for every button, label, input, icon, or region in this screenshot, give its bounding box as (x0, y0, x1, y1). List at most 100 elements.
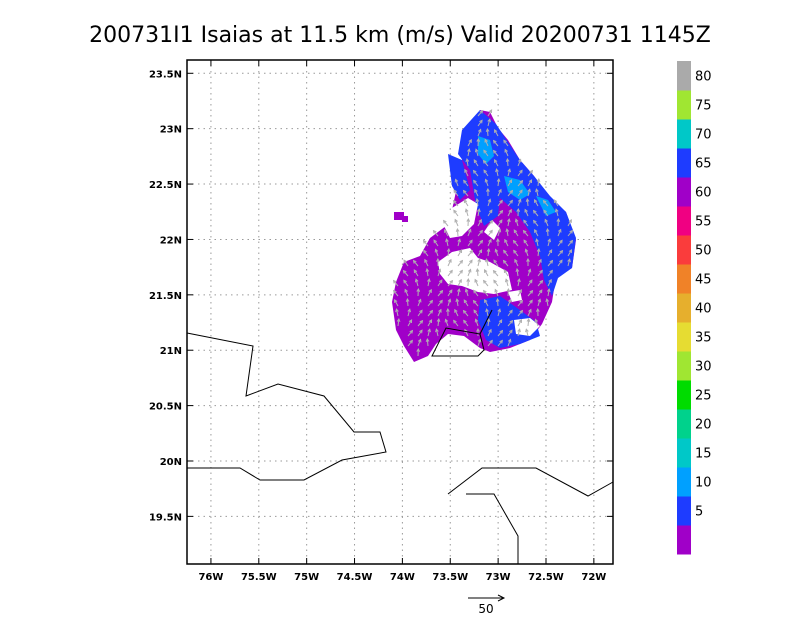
wind-arrow-head (448, 289, 453, 294)
wind-arrow-head (432, 229, 437, 234)
wind-arrow-head (526, 317, 531, 322)
wind-arrow (463, 190, 469, 197)
wind-arrow-head (498, 319, 503, 324)
wind-arrow (465, 209, 469, 217)
wind-arrow (427, 319, 432, 327)
wind-arrow (477, 230, 483, 237)
wind-arrow (497, 200, 503, 207)
wind-arrow-head (473, 159, 478, 164)
colorbar-label: 20 (695, 418, 712, 433)
wind-arrow (503, 269, 509, 277)
wind-arrow (507, 190, 513, 197)
wind-arrow-head (544, 218, 548, 223)
wind-arrow (474, 279, 479, 287)
figure-title: 200731I1 Isaias at 11.5 km (m/s) Valid 2… (89, 23, 711, 48)
wind-arrow (466, 159, 469, 167)
wind-arrow-head (539, 279, 544, 284)
wind-arrow-head (525, 328, 529, 333)
wind-arrow-head (438, 279, 443, 284)
wind-arrow-head (519, 169, 523, 174)
wind-arrow (517, 159, 522, 167)
wind-arrow (464, 169, 469, 177)
wind-arrow (473, 170, 479, 177)
wind-arrow (437, 309, 442, 317)
wind-arrow-head (494, 288, 498, 293)
wind-arrow-head (467, 228, 472, 233)
wind-arrow-head (543, 209, 547, 214)
wind-arrow-head (427, 278, 431, 283)
wind-arrow-head (446, 307, 450, 312)
wind-arrow (497, 210, 503, 217)
wind-arrow (534, 229, 539, 237)
wind-arrow (527, 189, 531, 197)
wind-arrow-head (545, 227, 550, 232)
wind-arrow-head (458, 278, 462, 283)
wind-arrow-head (509, 319, 514, 324)
lat-tick-label: 21N (160, 346, 182, 357)
colorbar-segment (677, 438, 691, 468)
wind-arrow-head (456, 288, 461, 293)
colorbar-segment (677, 119, 691, 149)
wind-arrow-head (414, 278, 419, 283)
wind-arrow (497, 219, 503, 227)
wind-arrow (567, 230, 573, 237)
wind-arrow (546, 228, 549, 237)
wind-arrow-head (535, 307, 540, 312)
wind-arrow-head (509, 329, 513, 334)
lon-tick-label: 73W (486, 572, 511, 583)
wind-arrow-head (473, 309, 477, 314)
wind-arrow (483, 150, 489, 157)
colorbar-segment (677, 61, 691, 91)
wind-arrow (427, 289, 432, 297)
wind-arrow (484, 269, 489, 277)
wind-arrow-head (478, 249, 483, 253)
wind-arrow-head (404, 288, 408, 293)
colorbar-label: 70 (695, 128, 712, 143)
wind-arrow-head (487, 118, 491, 123)
wind-arrow-head (518, 288, 522, 293)
map-frame (186, 59, 614, 565)
wind-arrow (477, 259, 481, 267)
colorbar-segment (677, 409, 691, 439)
wind-arrow-head (509, 309, 513, 314)
wind-arrow-head (486, 248, 491, 253)
wind-arrow (487, 239, 492, 247)
wind-arrow-head (454, 178, 459, 183)
wind-arrow (483, 160, 489, 167)
wind-arrow-head (477, 338, 482, 343)
colorbar: 5 10 15 20 25 30 35 40 45 50 55 60 65 70 75 80 (677, 61, 712, 555)
wind-arrow-head (455, 227, 460, 232)
wind-arrow-head (459, 269, 463, 274)
wind-arrow (456, 228, 459, 237)
wind-arrow-head (486, 187, 490, 192)
colorbar-label: 80 (695, 70, 712, 85)
wind-arrow-head (523, 219, 527, 224)
wind-arrow-head (508, 208, 512, 213)
wind-arrow (407, 340, 413, 347)
wind-arrow (543, 210, 549, 217)
wind-arrow-head (463, 319, 467, 324)
wind-arrow-head (517, 278, 521, 283)
wind-arrow (464, 329, 469, 337)
wind-arrow (507, 329, 513, 337)
wind-arrow (507, 299, 512, 307)
wind-arrow (507, 320, 513, 327)
colorbar-segment (677, 467, 691, 497)
wind-arrow (537, 280, 543, 287)
wind-arrow-head (519, 179, 524, 184)
wind-arrow (526, 198, 529, 207)
wind-arrow (476, 268, 479, 277)
wind-arrow-head (472, 169, 477, 174)
wind-arrow (467, 229, 472, 237)
wind-arrow-head (488, 328, 492, 333)
wind-arrow-head (425, 268, 430, 273)
wind-arrow-head (506, 218, 511, 223)
wind-arrow-head (394, 298, 398, 303)
wind-arrow-head (482, 279, 487, 284)
wind-arrow (514, 259, 519, 267)
colorbar-segment (677, 525, 691, 555)
wind-arrow-head (479, 239, 484, 244)
wind-arrow-head (484, 138, 488, 143)
wind-arrow-head (462, 309, 467, 314)
wind-arrow-head (485, 308, 489, 313)
